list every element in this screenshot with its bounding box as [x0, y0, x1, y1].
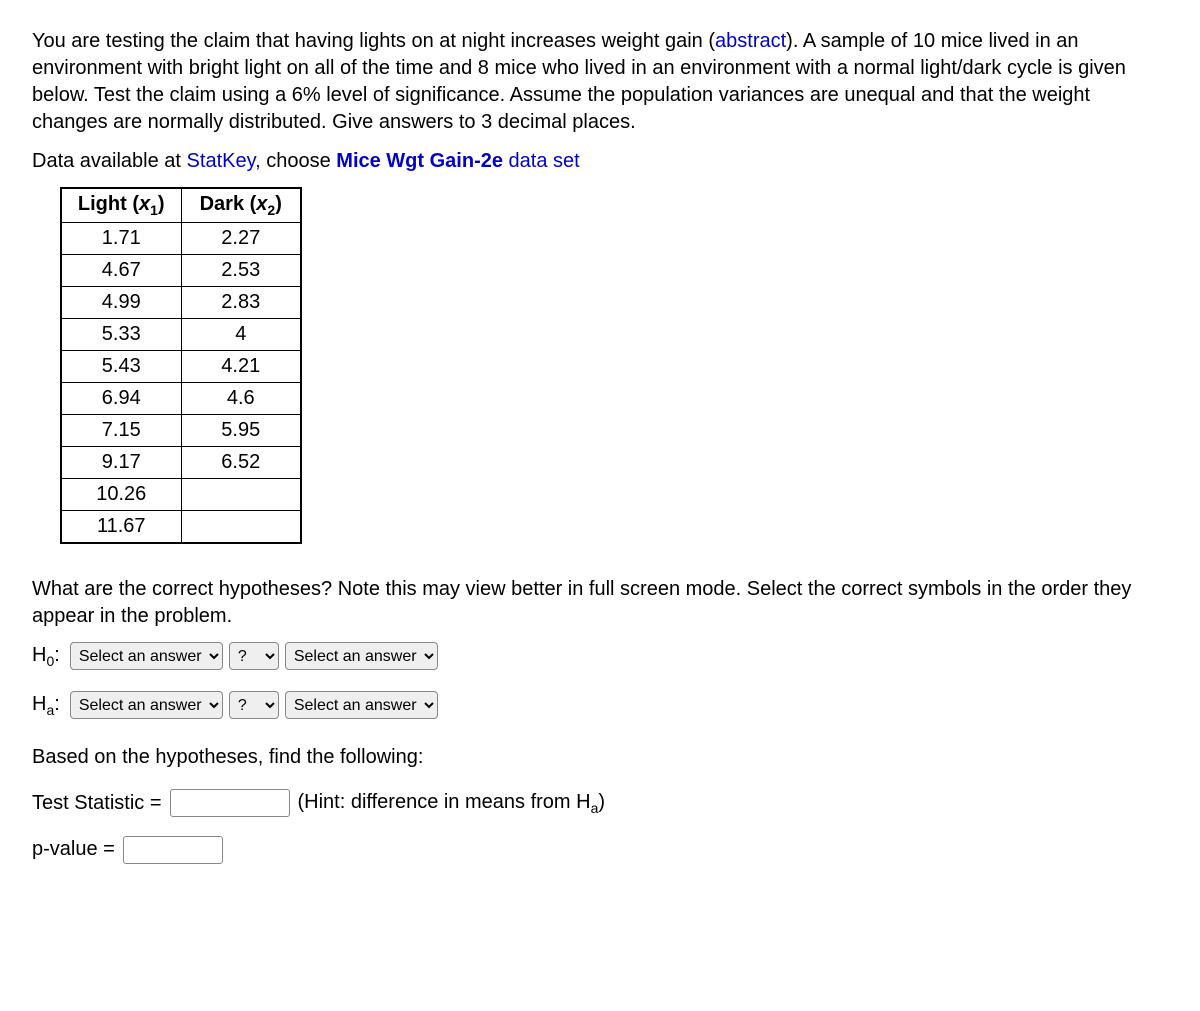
table-row: 9.176.52 — [61, 446, 301, 478]
h0-left-select[interactable]: Select an answer — [70, 642, 223, 670]
cell-light: 10.26 — [61, 478, 181, 510]
test-statistic-input[interactable] — [170, 789, 290, 817]
cell-light: 6.94 — [61, 382, 181, 414]
cell-light: 11.67 — [61, 510, 181, 543]
data-suffix[interactable]: data set — [503, 150, 580, 172]
cell-light: 5.33 — [61, 318, 181, 350]
ha-left-select[interactable]: Select an answer — [70, 691, 223, 719]
cell-dark — [181, 510, 301, 543]
table-row: 4.672.53 — [61, 254, 301, 286]
find-following-text: Based on the hypotheses, find the follow… — [32, 744, 1168, 771]
table-row: 10.26 — [61, 478, 301, 510]
cell-light: 4.67 — [61, 254, 181, 286]
table-row: 6.944.6 — [61, 382, 301, 414]
cell-light: 9.17 — [61, 446, 181, 478]
cell-light: 7.15 — [61, 414, 181, 446]
statkey-link[interactable]: StatKey, — [187, 150, 261, 172]
table-row: 7.155.95 — [61, 414, 301, 446]
table-row: 5.334 — [61, 318, 301, 350]
test-statistic-row: Test Statistic = (Hint: difference in me… — [32, 789, 1168, 818]
h0-operator-select[interactable]: ? — [229, 642, 279, 670]
cell-light: 1.71 — [61, 222, 181, 254]
cell-dark: 2.83 — [181, 286, 301, 318]
problem-statement: You are testing the claim that having li… — [32, 28, 1168, 136]
data-table: Light (x1) Dark (x2) 1.712.274.672.534.9… — [60, 187, 302, 544]
h0-right-select[interactable]: Select an answer — [285, 642, 438, 670]
table-row: 5.434.21 — [61, 350, 301, 382]
col-header-light: Light (x1) — [61, 188, 181, 222]
data-choose: choose — [261, 150, 337, 172]
cell-dark — [181, 478, 301, 510]
table-row: 1.712.27 — [61, 222, 301, 254]
ha-label: Ha: — [32, 691, 60, 720]
ha-right-select[interactable]: Select an answer — [285, 691, 438, 719]
cell-dark: 4.6 — [181, 382, 301, 414]
cell-dark: 5.95 — [181, 414, 301, 446]
cell-light: 5.43 — [61, 350, 181, 382]
cell-dark: 4 — [181, 318, 301, 350]
pvalue-label: p-value = — [32, 836, 115, 863]
intro-text-1: You are testing the claim that having li… — [32, 30, 715, 52]
test-statistic-label: Test Statistic = — [32, 790, 162, 817]
cell-light: 4.99 — [61, 286, 181, 318]
pvalue-row: p-value = — [32, 836, 1168, 864]
hypotheses-question: What are the correct hypotheses? Note th… — [32, 576, 1168, 630]
data-location-line: Data available at StatKey, choose Mice W… — [32, 148, 1168, 175]
abstract-link[interactable]: abstract — [715, 30, 786, 52]
table-row: 11.67 — [61, 510, 301, 543]
cell-dark: 4.21 — [181, 350, 301, 382]
cell-dark: 2.27 — [181, 222, 301, 254]
ha-row: Ha: Select an answer ? Select an answer — [32, 691, 1168, 720]
table-row: 4.992.83 — [61, 286, 301, 318]
data-prefix: Data available at — [32, 150, 187, 172]
h0-row: H0: Select an answer ? Select an answer — [32, 642, 1168, 671]
ha-operator-select[interactable]: ? — [229, 691, 279, 719]
test-statistic-hint: (Hint: difference in means from Ha) — [298, 789, 606, 818]
h0-label: H0: — [32, 642, 60, 671]
cell-dark: 2.53 — [181, 254, 301, 286]
cell-dark: 6.52 — [181, 446, 301, 478]
dataset-link[interactable]: Mice Wgt Gain-2e — [336, 150, 503, 172]
col-header-dark: Dark (x2) — [181, 188, 301, 222]
pvalue-input[interactable] — [123, 836, 223, 864]
